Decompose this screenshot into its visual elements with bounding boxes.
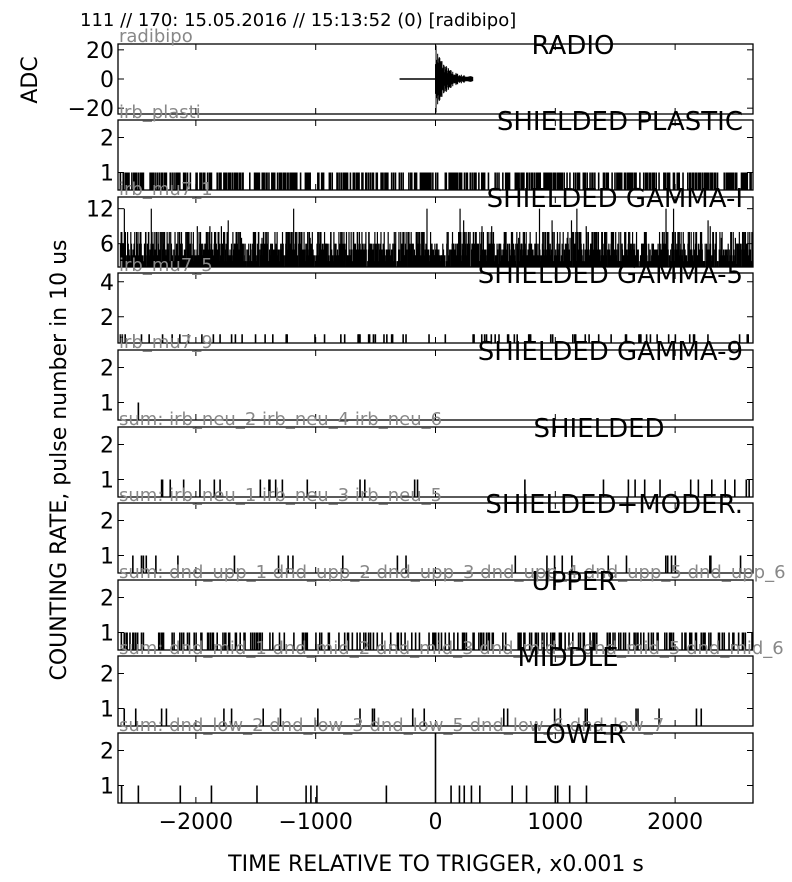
y-tick-label: 1 [100,469,114,494]
y-tick-label: 2 [100,740,114,765]
y-tick-label: 1 [100,162,114,187]
panel-title: RADIO [532,31,615,61]
panel-8: 2 1 sum: dnd_mid_1 dnd_mid_2 dnd_mid_3 dnd… [100,638,784,727]
panel-title: SHIELDED+MODER. [485,490,743,520]
source-label: irb_plasti [119,102,201,123]
panel-1: 2 1 irb_plasti SHIELDED PLASTIC [100,102,754,191]
panel-title: SHIELDED PLASTIC [497,107,743,137]
source-label: sum: irb_neu_2 irb_neu_4 irb_neu_6 [119,409,442,430]
y-tick-label: −20 [68,97,114,122]
x-tick-label: 2000 [647,810,703,835]
y-tick-label: 2 [100,587,114,612]
panel-data [119,208,753,267]
y-tick-label: 2 [100,663,114,688]
y-tick-label: 2 [100,357,114,382]
x-tick-label: −2000 [159,810,233,835]
y-tick-label: 2 [100,127,114,152]
panel-data [119,172,752,190]
y-tick-label: 6 [100,233,114,258]
y-tick-label: 1 [100,392,114,417]
y-tick-label: 2 [100,306,114,331]
panel-data [120,733,588,803]
y-tick-label: 1 [100,622,114,647]
source-label: sum: irb_neu_1 irb_neu_3 irb_neu_5 [119,485,442,506]
y-label-adc: ADC [18,56,43,103]
y-tick-label: 2 [100,434,114,459]
x-tick-label: 1000 [527,810,583,835]
y-tick-label: 12 [86,198,114,223]
x-axis-label: TIME RELATIVE TO TRIGGER, x0.001 s [227,852,644,877]
panel-title: SHIELDED GAMMA-I [487,184,743,214]
panel-title: LOWER [532,720,626,750]
panel-title: SHIELDED [533,414,664,444]
panel-2: 12 6 irb_mu7_1 SHIELDED GAMMA-I [86,179,754,268]
source-label: sum: dnd_low_2 dnd_low_3 dnd_low_5 dnd_l… [119,715,664,736]
panel-data [160,479,750,497]
header-text: 111 // 170: 15.05.2016 // 15:13:52 (0) [… [80,10,516,31]
y-tick-label: 2 [100,510,114,535]
y-tick-label: 0 [100,68,114,93]
panel-data [120,632,753,650]
source-label: irb_mu7_9 [119,332,213,353]
x-tick-label: 0 [429,810,443,835]
panel-data [399,45,474,113]
panel-7: 2 1 sum: dnd_upp_1 dnd_upp_2 dnd_upp_3 dnd… [100,562,786,651]
source-label: radibipo [119,26,193,47]
y-tick-label: 1 [100,698,114,723]
panel-5: 2 1 sum: irb_neu_2 irb_neu_4 irb_neu_6 SHIE… [100,409,754,498]
panel-data [123,708,703,726]
panel-title: SHIELDED GAMMA-5 [478,260,743,290]
y-tick-label: 4 [100,271,114,296]
y-label-counting-rate: COUNTING RATE, pulse number in 10 us [47,239,72,680]
source-label: sum: dnd_upp_1 dnd_upp_2 dnd_upp_3 dnd_u… [119,562,786,583]
panel-title: UPPER [532,567,617,597]
y-tick-label: 20 [86,39,114,64]
source-label: irb_mu7_5 [119,255,213,276]
source-label: sum: dnd_mid_1 dnd_mid_2 dnd_mid_3 dnd_m… [119,638,784,659]
panel-data [119,334,750,343]
panel-0: 20 0 −20 radibipo RADIO [68,26,754,122]
panel-4: 2 1 irb_mu7_9 SHIELDED GAMMA-9 [100,332,754,421]
y-tick-label: 1 [100,775,114,800]
panel-3: 4 2 irb_mu7_5 SHIELDED GAMMA-5 [100,255,754,344]
y-tick-label: 1 [100,545,114,570]
panel-data [132,555,742,573]
panel-title: SHIELDED GAMMA-9 [478,337,743,367]
source-label: irb_mu7_1 [119,179,213,200]
x-tick-label: −1000 [278,810,352,835]
panel-title: MIDDLE [517,643,618,673]
panel-6: 2 1 sum: irb_neu_1 irb_neu_3 irb_neu_5 SHIE… [100,485,754,574]
panel-9: 2 1 sum: dnd_low_2 dnd_low_3 dnd_low_5 dnd… [100,715,754,804]
